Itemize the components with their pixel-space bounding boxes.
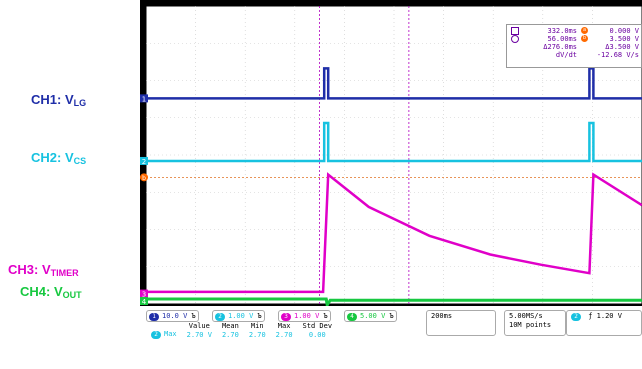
status-bar: 1 10.0 V Ъ 2 1.00 V Ъ 3 1.00 V Ъ 4 5.00 V Ъ … bbox=[140, 306, 642, 369]
cursor-b-time: 56.00ms bbox=[547, 35, 577, 43]
traces bbox=[146, 67, 642, 306]
trace-ch4 bbox=[146, 297, 642, 306]
meas-channel-badge: 2 bbox=[151, 331, 161, 339]
measurement-table: Value Mean Min Max Std Dev 2 Max 2.70 V 2… bbox=[146, 322, 337, 339]
cursor-delta-time: Δ276.0ms bbox=[543, 43, 577, 51]
cursor-a-voltage-icon: a bbox=[581, 27, 588, 34]
bandwidth-limit-icon: Ъ bbox=[323, 312, 328, 320]
ch3-label: CH3: VTIMER bbox=[8, 262, 79, 278]
meas-header-min: Min bbox=[250, 322, 264, 330]
meas-mean: 2.70 bbox=[221, 330, 239, 339]
channel-marker-ch1 bbox=[140, 94, 148, 103]
cursor-ratio-label: dV/dt bbox=[555, 51, 577, 59]
meas-header-stddev: Std Dev bbox=[302, 322, 333, 330]
meas-header-value: Value bbox=[188, 322, 210, 330]
cursor-b-icon bbox=[511, 35, 519, 43]
ch3-badge: 3 bbox=[281, 313, 291, 321]
bandwidth-limit-icon: Ъ bbox=[191, 312, 196, 320]
timebase-box[interactable]: 200ms bbox=[426, 310, 496, 336]
ch1-scale: 10.0 V bbox=[162, 312, 188, 320]
ch4-scale: 5.00 V bbox=[360, 312, 386, 320]
ch2-badge: 2 bbox=[215, 313, 225, 321]
trigger-slope-icon: ƒ bbox=[588, 312, 593, 320]
graticule-grid bbox=[146, 6, 642, 304]
trigger-box[interactable]: 2 ƒ 1.20 V bbox=[566, 310, 642, 336]
channel-marker-label: 2 bbox=[142, 158, 146, 166]
ch4-label: CH4: VOUT bbox=[20, 284, 82, 300]
bandwidth-limit-icon: Ъ bbox=[257, 312, 262, 320]
ch1-badge: 1 bbox=[149, 313, 159, 321]
ch4-badge: 4 bbox=[347, 313, 357, 321]
ch3-scale: 1.00 V bbox=[294, 312, 320, 320]
cursor-b-marker-label: b bbox=[142, 175, 146, 182]
sample-rate: 5.00MS/s bbox=[509, 312, 543, 320]
ch1-scale-box[interactable]: 1 10.0 V Ъ bbox=[146, 310, 199, 322]
bandwidth-limit-icon: Ъ bbox=[389, 312, 394, 320]
channel-marker-label: 3 bbox=[142, 291, 146, 299]
ch1-label: CH1: VLG bbox=[31, 92, 87, 108]
timebase-value: 200ms bbox=[431, 312, 453, 320]
channel-marker-ch4 bbox=[140, 297, 148, 306]
ch2-scale: 1.00 V bbox=[228, 312, 254, 320]
cursor-delta-voltage: Δ3.500 V bbox=[605, 43, 639, 51]
meas-row-label: Max bbox=[164, 330, 177, 338]
cursor-b-marker bbox=[140, 173, 148, 182]
channel-marker-ch2 bbox=[140, 156, 148, 165]
meas-header-max: Max bbox=[277, 322, 291, 330]
cursor-a-icon bbox=[511, 27, 519, 35]
cursor-b-voltage-icon: b bbox=[581, 35, 588, 42]
meas-header-mean: Mean bbox=[221, 322, 239, 330]
cursor-b-voltage: 3.500 V bbox=[609, 35, 639, 43]
cursor-slope: -12.68 V/s bbox=[596, 51, 639, 59]
trace-ch1 bbox=[146, 67, 642, 100]
meas-min: 2.70 bbox=[248, 330, 266, 339]
ch3-scale-box[interactable]: 3 1.00 V Ъ bbox=[278, 310, 331, 322]
ch4-scale-box[interactable]: 4 5.00 V Ъ bbox=[344, 310, 397, 322]
ch2-scale-box[interactable]: 2 1.00 V Ъ bbox=[212, 310, 265, 322]
channel-marker-label: 1 bbox=[142, 95, 146, 103]
trigger-channel-badge: 2 bbox=[571, 313, 581, 321]
channel-markers: 1 2 34 b bbox=[140, 94, 148, 306]
record-length: 10M points bbox=[509, 321, 552, 329]
cursor-readout-panel: 332.0ms 56.00ms Δ276.0ms dV/dt a b 0.000… bbox=[506, 24, 642, 68]
meas-max: 2.70 bbox=[275, 330, 293, 339]
trace-ch2 bbox=[146, 121, 642, 163]
meas-value: 2.70 V bbox=[186, 330, 212, 339]
cursor-a-time: 332.0ms bbox=[547, 27, 577, 35]
trigger-level: 1.20 V bbox=[596, 312, 622, 320]
channel-marker-ch3 bbox=[140, 289, 148, 298]
cursor-a-voltage: 0.000 V bbox=[609, 27, 639, 35]
trace-ch3 bbox=[146, 172, 642, 294]
channel-marker-label: 4 bbox=[142, 298, 147, 306]
meas-stddev: 0.00 bbox=[308, 330, 326, 339]
ch2-label: CH2: VCS bbox=[31, 150, 87, 166]
acquisition-box[interactable]: 5.00MS/s 10M points bbox=[504, 310, 566, 336]
